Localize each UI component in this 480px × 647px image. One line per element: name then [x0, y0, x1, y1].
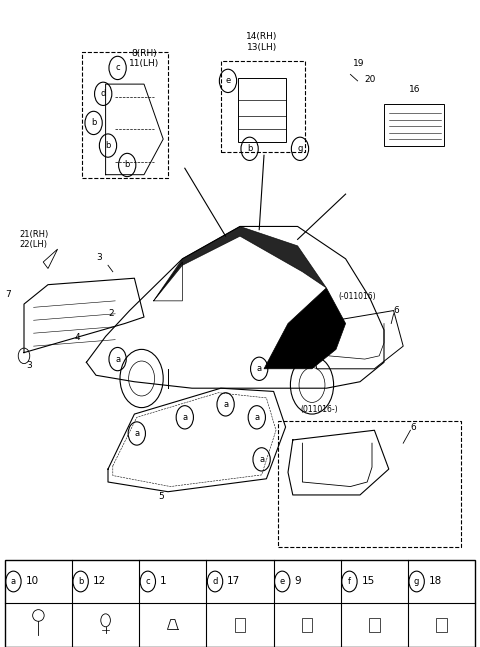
Text: 4: 4	[74, 333, 80, 342]
Bar	[5, 560, 475, 647]
Text: 3: 3	[26, 361, 32, 370]
Text: 8(RH)
11(LH): 8(RH) 11(LH)	[129, 49, 159, 68]
Text: 20: 20	[365, 75, 376, 84]
Text: b: b	[78, 577, 84, 586]
Text: f: f	[348, 577, 351, 586]
Text: 9: 9	[294, 576, 301, 586]
Text: (-011016): (-011016)	[338, 292, 376, 301]
Bar	[235, 618, 245, 632]
Text: 2: 2	[108, 309, 114, 318]
Text: d: d	[212, 577, 218, 586]
Text: 1: 1	[160, 576, 167, 586]
Text: 10: 10	[25, 576, 38, 586]
Text: b: b	[91, 118, 96, 127]
Bar	[82, 52, 168, 178]
Polygon shape	[154, 226, 326, 301]
Text: 19: 19	[353, 59, 364, 68]
Bar	[278, 421, 461, 547]
Text: 15: 15	[361, 576, 375, 586]
Bar	[369, 618, 380, 632]
Text: (011016-): (011016-)	[300, 405, 337, 414]
Bar	[436, 618, 447, 632]
Text: e: e	[226, 76, 230, 85]
Text: 6: 6	[410, 422, 416, 432]
Text: 18: 18	[429, 576, 442, 586]
Text: a: a	[11, 577, 16, 586]
Text: g: g	[297, 144, 303, 153]
Bar	[221, 61, 305, 152]
Text: 7: 7	[5, 290, 11, 299]
Text: 5: 5	[158, 492, 164, 501]
Bar	[302, 618, 312, 632]
Polygon shape	[264, 288, 346, 369]
Text: a: a	[257, 364, 262, 373]
Text: c: c	[115, 63, 120, 72]
Text: a: a	[134, 429, 139, 438]
Text: e: e	[280, 577, 285, 586]
Text: d: d	[100, 89, 106, 98]
Text: a: a	[223, 400, 228, 409]
Text: 17: 17	[227, 576, 240, 586]
Text: 14(RH)
13(LH): 14(RH) 13(LH)	[246, 32, 277, 52]
Text: 21(RH)
22(LH): 21(RH) 22(LH)	[19, 230, 48, 249]
Text: 3: 3	[96, 253, 102, 262]
Text: g: g	[414, 577, 420, 586]
Text: a: a	[254, 413, 259, 422]
Text: b: b	[105, 141, 111, 150]
Text: 16: 16	[409, 85, 421, 94]
Text: 6: 6	[394, 306, 399, 315]
Text: 12: 12	[93, 576, 106, 586]
Text: c: c	[145, 577, 150, 586]
Text: a: a	[259, 455, 264, 464]
Text: a: a	[182, 413, 187, 422]
Bar	[384, 104, 444, 146]
Text: b: b	[247, 144, 252, 153]
Bar	[238, 78, 286, 142]
Text: b: b	[124, 160, 130, 170]
Text: a: a	[115, 355, 120, 364]
